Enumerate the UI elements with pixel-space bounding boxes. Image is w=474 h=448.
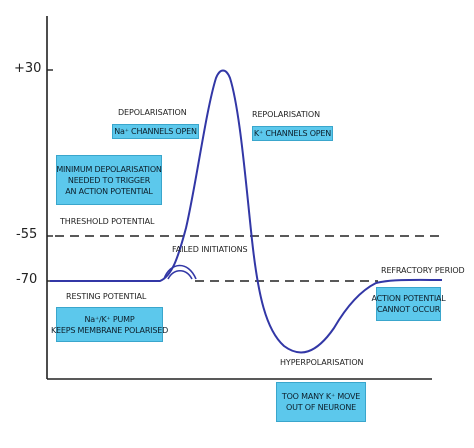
threshold-label: THRESHOLD POTENTIAL (60, 217, 155, 226)
too-many-k-line-1: TOO MANY K⁺ MOVE (281, 392, 361, 401)
tick-label-minus70: -70 (16, 272, 38, 287)
refractory-period-label: REFRACTORY PERIOD (381, 266, 465, 275)
cannot-occur-line-2: CANNOT OCCUR (376, 305, 441, 314)
resting-potential-label: RESTING POTENTIAL (66, 292, 147, 301)
min-depolarisation-line-2: NEEDED TO TRIGGER (67, 175, 151, 185)
too-many-k-box: TOO MANY K⁺ MOVE OUT OF NEURONE (276, 382, 366, 422)
k-channels-box: K⁺ CHANNELS OPEN (252, 126, 333, 141)
k-channels-line-1: K⁺ CHANNELS OPEN (253, 129, 332, 138)
min-depolarisation-line-3: AN ACTION POTENTIAL (65, 186, 153, 196)
hyperpolarisation-label: HYPERPOLARISATION (280, 358, 364, 367)
repolarisation-label: REPOLARISATION (252, 110, 320, 119)
cannot-occur-box: ACTION POTENTIAL CANNOT OCCUR (372, 287, 446, 321)
na-channels-box: Na⁺ CHANNELS OPEN (112, 124, 199, 139)
tick-label-minus55: -55 (16, 227, 38, 242)
too-many-k-line-2: OUT OF NEURONE (285, 403, 356, 412)
pump-box: Na⁺/K⁺ PUMP KEEPS MEMBRANE POLARISED (51, 307, 168, 342)
pump-line-1: Na⁺/K⁺ PUMP (84, 314, 135, 324)
tick-label-plus30: +30 (14, 61, 42, 76)
action-potential-curve (50, 69, 443, 354)
failed-initiation-bump-small (167, 269, 193, 280)
cannot-occur-line-1: ACTION POTENTIAL (371, 294, 446, 303)
failed-initiation-bump-large (163, 264, 197, 280)
na-channels-line-1: Na⁺ CHANNELS OPEN (114, 127, 197, 136)
min-depolarisation-line-1: MINIMUM DEPOLARISATION (56, 164, 162, 174)
pump-line-2: KEEPS MEMBRANE POLARISED (50, 325, 169, 335)
failed-initiations-label: FAILED INITIATIONS (172, 245, 248, 254)
depolarisation-label: DEPOLARISATION (118, 108, 187, 117)
min-depolarisation-box: MINIMUM DEPOLARISATION NEEDED TO TRIGGER… (56, 155, 162, 205)
